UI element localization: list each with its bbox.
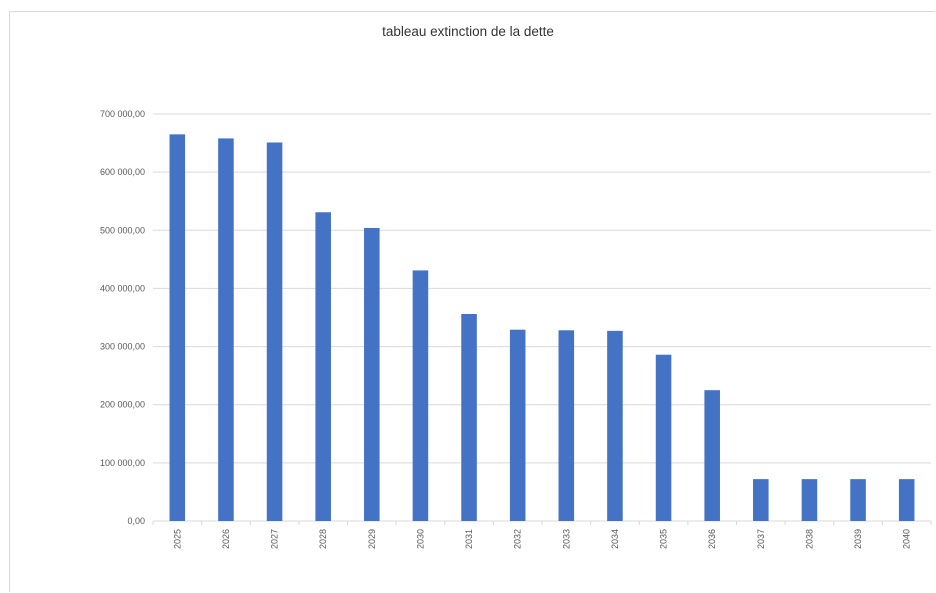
x-tick-label: 2039: [853, 529, 863, 549]
bar: [607, 330, 623, 521]
chart-frame: [9, 11, 935, 592]
bar: [801, 479, 818, 521]
bar: [753, 479, 769, 521]
bar: [509, 329, 526, 521]
y-tick-label: 700 000,00: [100, 109, 145, 119]
x-tick-label: 2032: [513, 529, 523, 549]
bar: [218, 138, 234, 522]
x-tick-label: 2027: [270, 529, 280, 549]
y-tick-label: 100 000,00: [100, 458, 145, 468]
x-tick-label: 2037: [756, 529, 766, 549]
bar: [461, 314, 477, 521]
x-tick-label: 2030: [415, 529, 425, 549]
y-tick-label: 400 000,00: [100, 283, 145, 293]
bar: [898, 479, 915, 521]
x-tick-label: 2031: [464, 529, 474, 549]
y-tick-label: 500 000,00: [100, 225, 145, 235]
y-tick-label: 200 000,00: [100, 400, 145, 410]
x-tick-label: 2035: [659, 529, 669, 549]
bar: [558, 330, 575, 521]
x-tick-label: 2029: [367, 529, 377, 549]
bar: [169, 134, 186, 521]
bar: [315, 212, 331, 522]
y-tick-label: 600 000,00: [100, 167, 145, 177]
y-tick-label: 300 000,00: [100, 342, 145, 352]
bar: [655, 354, 672, 521]
bar: [850, 479, 866, 521]
x-tick-label: 2034: [610, 529, 620, 549]
x-tick-label: 2036: [707, 529, 717, 549]
bar: [266, 142, 283, 522]
bar: [412, 270, 429, 521]
x-tick-label: 2025: [172, 529, 182, 549]
x-tick-label: 2033: [561, 529, 571, 549]
x-tick-label: 2026: [221, 529, 231, 549]
bar: [364, 227, 380, 521]
x-tick-label: 2038: [804, 529, 814, 549]
x-tick-label: 2040: [902, 529, 912, 549]
x-tick-label: 2028: [318, 529, 328, 549]
y-tick-label: 0,00: [127, 516, 145, 526]
chart-title: tableau extinction de la dette: [382, 24, 554, 39]
bar: [704, 390, 720, 521]
